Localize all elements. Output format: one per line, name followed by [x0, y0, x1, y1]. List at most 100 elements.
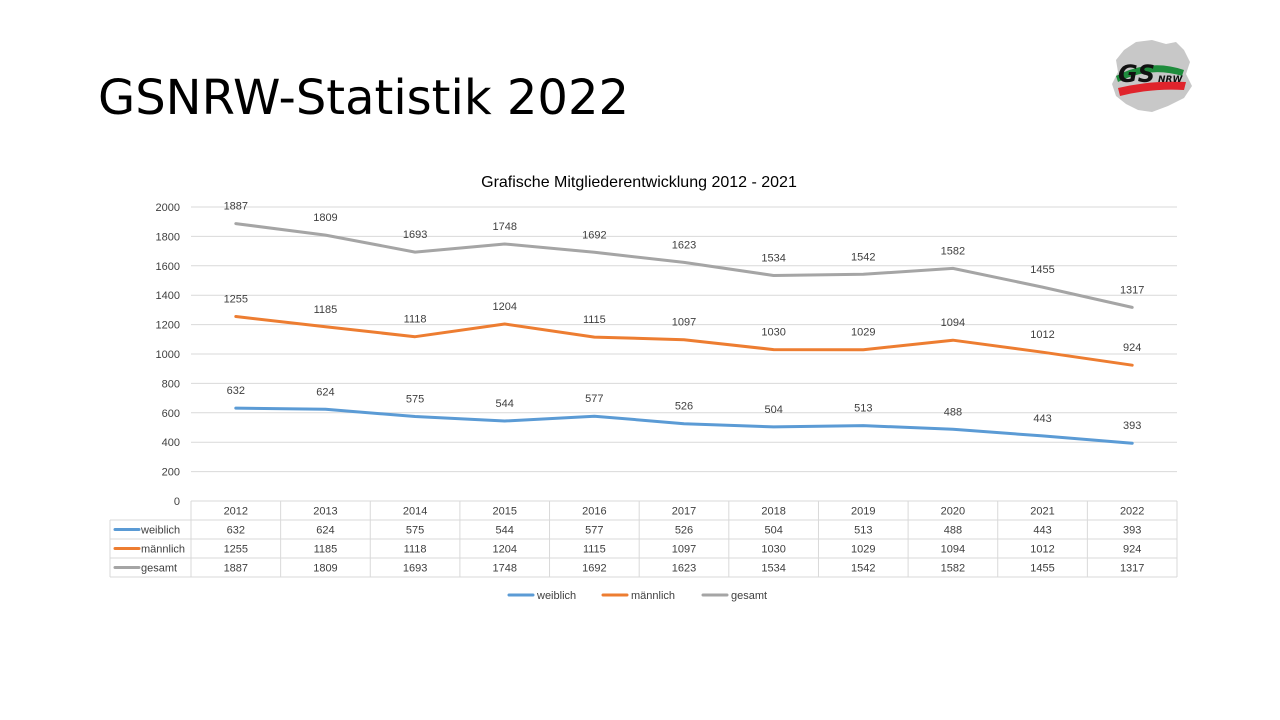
data-label-weiblich: 393	[1123, 420, 1141, 432]
table-cell: 1748	[492, 563, 516, 575]
table-cell: 513	[854, 525, 872, 537]
table-cell: 393	[1123, 525, 1141, 537]
y-tick-label: 0	[174, 496, 180, 508]
data-label-gesamt: 1455	[1030, 264, 1054, 276]
table-cell: 1255	[224, 544, 248, 556]
logo-red-swoosh	[1118, 81, 1186, 96]
x-category-label: 2016	[582, 506, 606, 518]
table-cell: 577	[585, 525, 603, 537]
table-cell: 1029	[851, 544, 875, 556]
data-table: 2012 2013 2014 2015 2016 2017 2018 2019 2020 2021…	[109, 500, 1178, 578]
table-cell: 1582	[941, 563, 965, 575]
logo-text: GS	[1118, 60, 1155, 88]
series-line-gesamt	[234, 222, 1134, 309]
table-cell: 1542	[851, 563, 875, 575]
y-axis-ticks: 0 200 400 600 800 1000 1200 1400 1600 1800 2000	[156, 202, 180, 508]
data-label-weiblich: 632	[227, 385, 245, 397]
table-cell: 1115	[583, 544, 606, 556]
data-label-männlich: 1118	[404, 314, 427, 326]
data-label-gesamt: 1809	[313, 212, 337, 224]
data-label-weiblich: 513	[854, 403, 872, 415]
x-category-label: 2014	[403, 506, 427, 518]
data-label-männlich: 924	[1123, 342, 1141, 354]
data-label-männlich: 1012	[1030, 329, 1054, 341]
table-cell: 504	[764, 525, 782, 537]
table-cell: 1030	[761, 544, 785, 556]
table-series-name: gesamt	[141, 563, 177, 575]
data-label-männlich: 1097	[672, 317, 696, 329]
table-cell: 1012	[1030, 544, 1054, 556]
data-label-männlich: 1030	[761, 327, 785, 339]
table-series-name: weiblich	[140, 525, 180, 537]
data-label-gesamt: 1542	[851, 251, 875, 263]
gsnrw-logo: GS NRW	[1112, 40, 1192, 112]
table-series-name: männlich	[141, 544, 185, 556]
table-cell: 624	[316, 525, 334, 537]
data-label-männlich: 1255	[224, 294, 248, 306]
data-label-gesamt: 1582	[941, 245, 965, 257]
y-tick-label: 1200	[156, 320, 180, 332]
x-category-label: 2017	[672, 506, 696, 518]
data-label-gesamt: 1623	[672, 239, 696, 251]
y-tick-label: 600	[162, 408, 180, 420]
table-cell: 924	[1123, 544, 1141, 556]
data-label-weiblich: 624	[316, 386, 334, 398]
data-label-männlich: 1094	[941, 317, 965, 329]
y-tick-label: 1600	[156, 261, 180, 273]
y-tick-label: 1000	[156, 349, 180, 361]
table-cell: 1118	[404, 544, 427, 556]
table-cell: 632	[227, 525, 245, 537]
table-cell: 1809	[313, 563, 337, 575]
data-label-weiblich: 488	[944, 406, 962, 418]
data-label-weiblich: 443	[1033, 413, 1051, 425]
x-category-label: 2013	[313, 506, 337, 518]
x-category-label: 2018	[761, 506, 785, 518]
y-tick-label: 2000	[156, 202, 180, 214]
table-cell: 526	[675, 525, 693, 537]
table-cell: 443	[1033, 525, 1051, 537]
y-tick-label: 400	[162, 437, 180, 449]
legend-label: weiblich	[536, 590, 576, 602]
table-cell: 1455	[1030, 563, 1054, 575]
logo-green-swoosh	[1116, 65, 1184, 82]
data-label-gesamt: 1887	[224, 201, 248, 213]
table-cell: 1097	[672, 544, 696, 556]
data-label-weiblich: 575	[406, 393, 424, 405]
data-label-weiblich: 577	[585, 393, 603, 405]
x-category-label: 2012	[224, 506, 248, 518]
data-label-männlich: 1029	[851, 327, 875, 339]
data-label-gesamt: 1692	[582, 229, 606, 241]
series-lines	[234, 222, 1134, 445]
y-tick-label: 1800	[156, 231, 180, 243]
legend-label: gesamt	[731, 590, 767, 602]
data-label-weiblich: 526	[675, 401, 693, 413]
data-labels: 632 624 575 544 577 526 504 513 488 443 393 1255 118…	[224, 201, 1145, 433]
data-label-weiblich: 504	[764, 404, 782, 416]
table-cell: 488	[944, 525, 962, 537]
legend: weiblich männlich gesamt	[507, 590, 767, 602]
series-line-männlich	[234, 315, 1134, 367]
series-line-weiblich	[234, 406, 1134, 445]
y-tick-label: 800	[162, 378, 180, 390]
data-label-gesamt: 1534	[761, 253, 785, 265]
legend-label: männlich	[631, 590, 675, 602]
table-cell: 1623	[672, 563, 696, 575]
y-tick-label: 1400	[156, 290, 180, 302]
table-cell: 1317	[1120, 563, 1144, 575]
table-cell: 1692	[582, 563, 606, 575]
x-category-label: 2015	[492, 506, 516, 518]
data-label-männlich: 1204	[492, 301, 516, 313]
table-cell: 1887	[224, 563, 248, 575]
table-cell: 1534	[761, 563, 785, 575]
data-label-gesamt: 1693	[403, 229, 427, 241]
y-tick-label: 200	[162, 467, 180, 479]
logo-map-shape	[1112, 40, 1192, 112]
logo-subtext: NRW	[1158, 75, 1183, 85]
table-cell: 1204	[492, 544, 516, 556]
data-label-weiblich: 544	[496, 398, 514, 410]
data-label-männlich: 1185	[314, 304, 338, 316]
table-cell: 1185	[314, 544, 338, 556]
data-label-männlich: 1115	[583, 314, 606, 326]
data-label-gesamt: 1748	[492, 221, 516, 233]
